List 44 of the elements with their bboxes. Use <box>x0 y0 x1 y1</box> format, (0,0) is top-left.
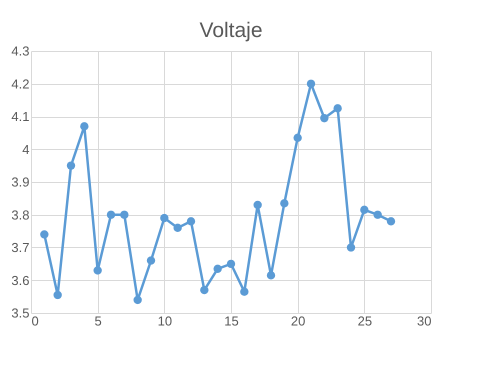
y-tick-label: 3.5 <box>11 306 30 320</box>
point <box>40 230 49 239</box>
point <box>200 286 209 294</box>
point <box>53 290 62 300</box>
point <box>320 114 329 122</box>
point <box>373 210 382 219</box>
point <box>333 104 342 112</box>
point <box>106 210 116 219</box>
point <box>386 217 396 226</box>
point <box>306 80 316 88</box>
point <box>80 122 89 130</box>
y-tick-label: 4.2 <box>11 76 30 92</box>
point <box>173 224 182 232</box>
x-tick-label: 5 <box>94 314 102 328</box>
point <box>133 296 142 304</box>
point <box>266 271 276 280</box>
y-tick-label: 3.6 <box>11 272 30 288</box>
y-tick-label: 4 <box>22 142 30 157</box>
x-tick-label: 0 <box>32 314 39 328</box>
point <box>360 206 369 214</box>
y-tick-label: 3.7 <box>11 240 30 255</box>
point <box>66 161 76 170</box>
point <box>120 210 129 219</box>
point <box>93 266 102 275</box>
point <box>213 264 222 273</box>
chart-title: Voltaje <box>199 19 263 42</box>
point <box>160 214 169 222</box>
y-tick-label: 4.3 <box>11 44 30 58</box>
y-tick-label: 3.9 <box>11 174 30 190</box>
point <box>240 288 249 296</box>
x-tick-label: 20 <box>290 314 306 328</box>
x-tick-label: 25 <box>358 314 372 328</box>
point <box>293 134 302 142</box>
y-tick-label: 3.8 <box>11 207 30 222</box>
x-tick-label: 10 <box>158 314 172 328</box>
point <box>226 260 236 268</box>
x-tick-label: 30 <box>417 314 432 328</box>
point <box>346 243 356 252</box>
point <box>186 217 196 226</box>
point <box>146 256 156 265</box>
x-tick-label: 15 <box>224 314 239 328</box>
y-tick-label: 4.1 <box>11 109 30 124</box>
point <box>253 200 262 210</box>
point <box>280 199 289 208</box>
